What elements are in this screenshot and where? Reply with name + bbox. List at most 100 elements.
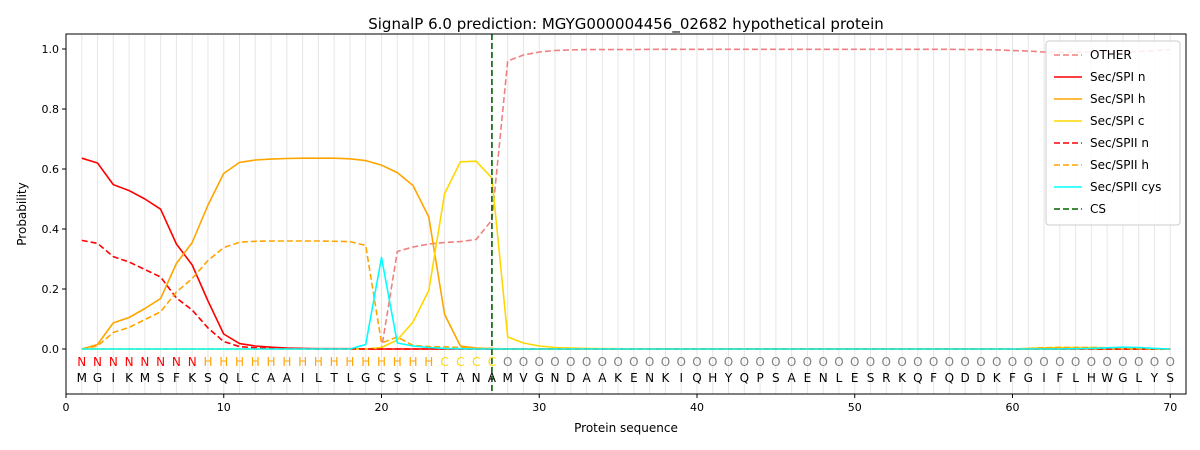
region-label: H <box>424 355 433 369</box>
sequence-residue: S <box>204 371 212 385</box>
sequence-residue: L <box>347 371 354 385</box>
sequence-residue: C <box>377 371 385 385</box>
x-tick-label: 10 <box>217 401 231 414</box>
sequence-residue: Q <box>740 371 749 385</box>
region-label: O <box>550 355 559 369</box>
x-tick-label: 0 <box>63 401 70 414</box>
sequence-residue: K <box>614 371 623 385</box>
region-label: N <box>93 355 102 369</box>
region-label: O <box>913 355 922 369</box>
sequence-residue: M <box>503 371 513 385</box>
region-label: O <box>1055 355 1064 369</box>
x-axis-label: Protein sequence <box>574 421 678 435</box>
region-label: O <box>803 355 812 369</box>
region-label: N <box>172 355 181 369</box>
region-label: O <box>629 355 638 369</box>
region-label: C <box>456 355 464 369</box>
sequence-residue: L <box>1072 371 1079 385</box>
region-label: O <box>818 355 827 369</box>
sequence-residue: L <box>836 371 843 385</box>
sequence-residue: W <box>1101 371 1113 385</box>
sequence-residue: Q <box>913 371 922 385</box>
region-label: H <box>377 355 386 369</box>
sequence-residue: G <box>361 371 370 385</box>
region-label: O <box>1150 355 1159 369</box>
x-tick-label: 20 <box>374 401 388 414</box>
region-label: H <box>314 355 323 369</box>
region-label: O <box>992 355 1001 369</box>
sequence-residue: L <box>1135 371 1142 385</box>
sequence-residue: S <box>409 371 417 385</box>
x-tick-label: 60 <box>1005 401 1019 414</box>
region-label: O <box>613 355 622 369</box>
legend-label: Sec/SPI c <box>1090 114 1144 128</box>
sequence-residue: R <box>882 371 890 385</box>
sequence-residue: K <box>993 371 1002 385</box>
series-line-sec-spi-c <box>81 160 1171 350</box>
series-line-other <box>81 48 1171 350</box>
sequence-residue: S <box>157 371 165 385</box>
region-label: O <box>1102 355 1111 369</box>
region-label: O <box>1008 355 1017 369</box>
region-label: O <box>897 355 906 369</box>
sequence-residue: F <box>1009 371 1016 385</box>
series-line-sec-spii-h <box>81 240 1171 350</box>
y-tick-label: 0.2 <box>42 283 60 296</box>
legend-label: Sec/SPII h <box>1090 158 1149 172</box>
x-tick-label: 40 <box>690 401 704 414</box>
sequence-residue: A <box>456 371 465 385</box>
sequence-residue: G <box>1024 371 1033 385</box>
legend-label: Sec/SPI n <box>1090 70 1145 84</box>
region-label: O <box>1134 355 1143 369</box>
sequence-residue: I <box>301 371 305 385</box>
region-label: H <box>267 355 276 369</box>
sequence-residue: F <box>1056 371 1063 385</box>
region-label: O <box>1039 355 1048 369</box>
region-label: O <box>929 355 938 369</box>
y-tick-label: 1.0 <box>42 43 60 56</box>
region-label: H <box>298 355 307 369</box>
y-tick-label: 0.6 <box>42 163 60 176</box>
legend-label: Sec/SPII cys <box>1090 180 1161 194</box>
series-line-sec-spi-n <box>81 157 1171 350</box>
region-label: N <box>140 355 149 369</box>
region-label: O <box>834 355 843 369</box>
sequence-residue: T <box>329 371 338 385</box>
region-label: C <box>488 355 496 369</box>
sequence-residue: F <box>930 371 937 385</box>
sequence-residue: G <box>1118 371 1127 385</box>
region-label: O <box>850 355 859 369</box>
x-axis: 0 10 20 30 40 50 60 70 <box>63 394 1177 414</box>
sequence-residue: V <box>519 371 528 385</box>
sequence-residue: M <box>140 371 150 385</box>
sequence-residue: I <box>112 371 116 385</box>
legend-label: Sec/SPI h <box>1090 92 1145 106</box>
region-label: H <box>235 355 244 369</box>
region-label: O <box>724 355 733 369</box>
region-label: O <box>945 355 954 369</box>
region-label: O <box>566 355 575 369</box>
legend: OTHER Sec/SPI n Sec/SPI h Sec/SPI c Sec/SPII… <box>1045 40 1181 226</box>
region-label: O <box>645 355 654 369</box>
region-label: O <box>787 355 796 369</box>
sequence-residue: F <box>173 371 180 385</box>
sequence-residue: D <box>566 371 575 385</box>
region-label: O <box>960 355 969 369</box>
y-axis-label: Probability <box>15 182 29 245</box>
sequence-residue: N <box>472 371 481 385</box>
region-label: O <box>882 355 891 369</box>
sequence-residue: H <box>1087 371 1096 385</box>
region-label: O <box>866 355 875 369</box>
series-line-sec-spii-cys <box>81 256 1171 350</box>
x-tick-label: 70 <box>1163 401 1177 414</box>
region-label: H <box>330 355 339 369</box>
sequence-residue: I <box>1042 371 1046 385</box>
region-label: O <box>1087 355 1096 369</box>
region-label: H <box>282 355 291 369</box>
plot-frame <box>65 33 1187 395</box>
region-label: H <box>409 355 418 369</box>
region-label: O <box>1118 355 1127 369</box>
y-tick-label: 0.0 <box>42 343 60 356</box>
region-label: H <box>393 355 402 369</box>
